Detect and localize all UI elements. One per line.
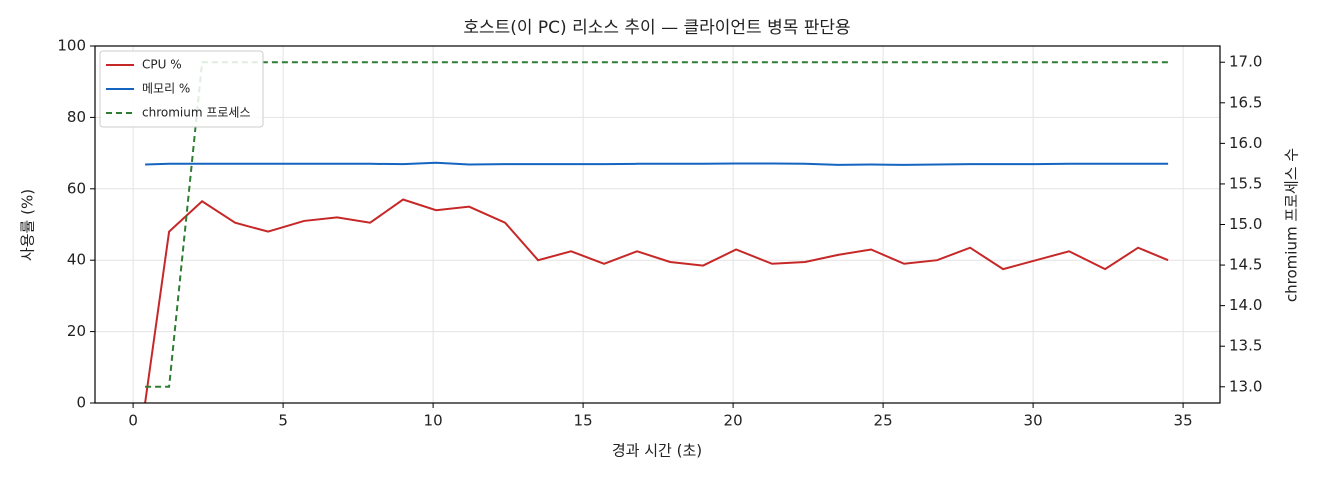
x-tick-label: 35: [1174, 412, 1193, 430]
y-tick-label: 40: [67, 251, 86, 269]
y-tick-label: 80: [67, 108, 86, 126]
x-axis-label: 경과 시간 (초): [612, 442, 702, 460]
chart-title: 호스트(이 PC) 리소스 추이 — 클라이언트 병목 판단용: [463, 18, 850, 38]
y-tick-label: 100: [57, 37, 86, 55]
y-tick-label: 0: [76, 394, 86, 412]
y2-tick-label: 14.0: [1229, 296, 1262, 314]
y2-tick-label: 15.0: [1229, 215, 1262, 233]
x-tick-label: 30: [1024, 412, 1043, 430]
legend-box: [99, 50, 264, 128]
legend: CPU % 메모리 % chromium 프로세스: [99, 50, 264, 128]
y2-tick-label: 16.0: [1229, 134, 1262, 152]
series-line: [145, 61, 1169, 388]
y2-tick-label: 13.5: [1229, 337, 1262, 355]
y-axis-label: 사용률 (%): [19, 189, 37, 261]
y2-tick-label: 15.5: [1229, 174, 1262, 192]
y2-axis-label: chromium 프로세스 수: [1283, 148, 1301, 302]
x-tick-label: 25: [874, 412, 893, 430]
y-tick-label: 60: [67, 179, 86, 197]
series-line: [144, 198, 1169, 404]
plot-frame: [94, 45, 1221, 404]
legend-label: chromium 프로세스: [142, 106, 251, 120]
legend-label: 메모리 %: [142, 82, 190, 96]
x-tick-label: 10: [424, 412, 443, 430]
y2-tick-label: 13.0: [1229, 377, 1262, 395]
x-tick-label: 20: [724, 412, 743, 430]
legend-label: CPU %: [142, 58, 182, 72]
y-tick-label: 20: [67, 322, 86, 340]
x-tick-label: 5: [278, 412, 288, 430]
y2-tick-label: 17.0: [1229, 53, 1262, 71]
x-tick-label: 15: [574, 412, 593, 430]
y2-tick-label: 14.5: [1229, 256, 1262, 274]
x-tick-label: 0: [128, 412, 138, 430]
y2-tick-label: 16.5: [1229, 93, 1262, 111]
series-line: [145, 161, 1169, 166]
